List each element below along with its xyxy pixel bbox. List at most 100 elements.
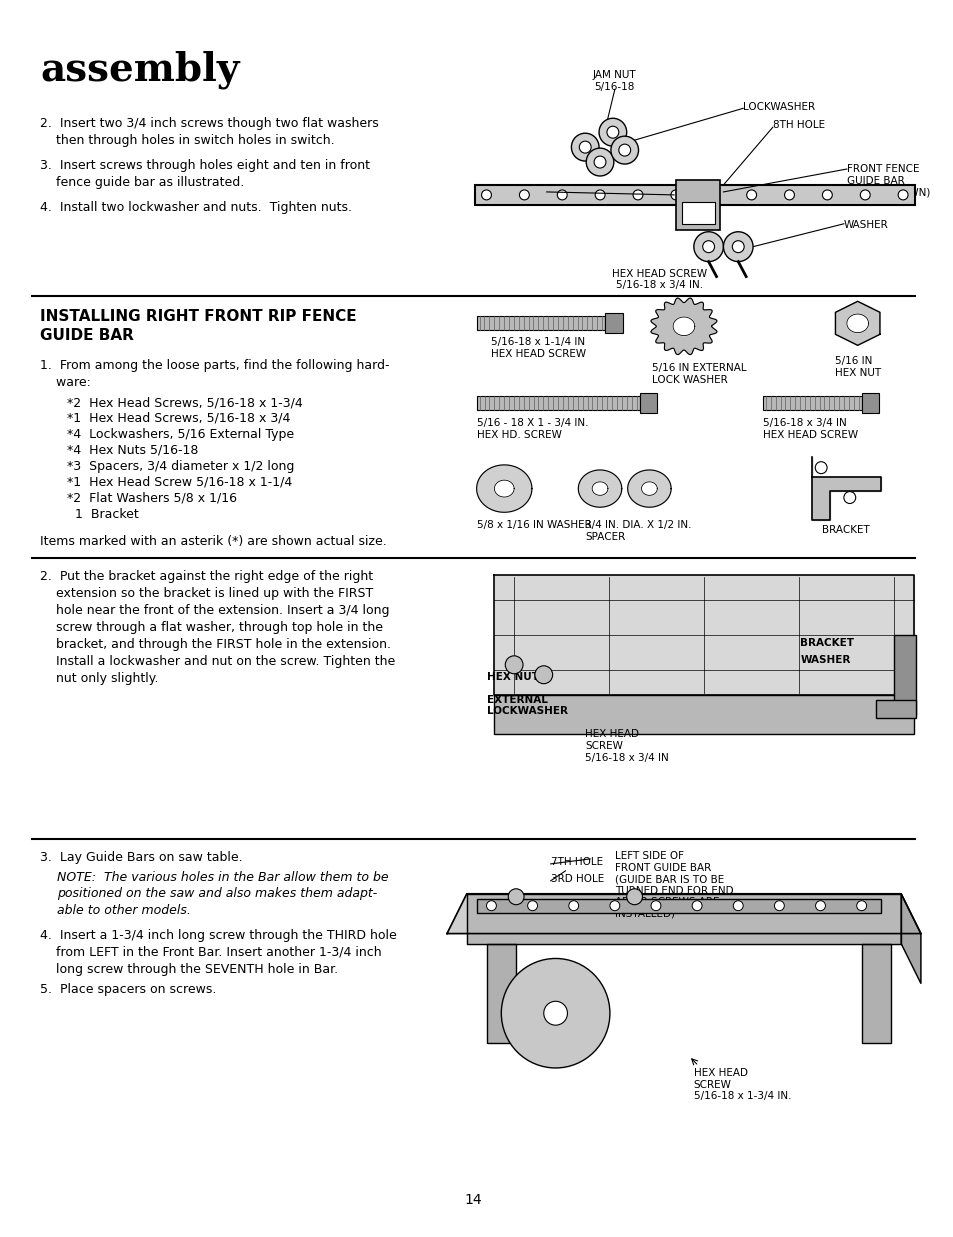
FancyBboxPatch shape xyxy=(639,393,657,413)
Circle shape xyxy=(543,1001,567,1025)
Circle shape xyxy=(610,136,638,165)
Circle shape xyxy=(626,888,641,904)
Text: BRACKET: BRACKET xyxy=(800,638,854,648)
Polygon shape xyxy=(578,470,621,507)
Text: INSTALLING RIGHT FRONT RIP FENCE
GUIDE BAR: INSTALLING RIGHT FRONT RIP FENCE GUIDE B… xyxy=(40,309,356,343)
Circle shape xyxy=(821,190,831,200)
Text: HEX HEAD
SCREW
5/16-18 x 1-3/4 IN.: HEX HEAD SCREW 5/16-18 x 1-3/4 IN. xyxy=(693,1068,790,1101)
FancyBboxPatch shape xyxy=(681,202,714,224)
Polygon shape xyxy=(494,480,514,497)
Circle shape xyxy=(860,190,869,200)
FancyBboxPatch shape xyxy=(494,695,913,735)
Text: 5/8 x 1/16 IN WASHER: 5/8 x 1/16 IN WASHER xyxy=(476,521,591,531)
Circle shape xyxy=(722,231,752,261)
Circle shape xyxy=(650,901,660,910)
Circle shape xyxy=(670,190,680,200)
Circle shape xyxy=(571,134,598,161)
Text: 1  Bracket: 1 Bracket xyxy=(67,507,138,521)
Circle shape xyxy=(508,888,523,904)
Circle shape xyxy=(585,148,613,176)
Circle shape xyxy=(598,119,626,146)
Circle shape xyxy=(527,901,537,910)
Text: *1  Hex Head Screws, 5/16-18 x 3/4: *1 Hex Head Screws, 5/16-18 x 3/4 xyxy=(67,412,290,426)
Circle shape xyxy=(606,126,618,139)
Text: 5/16 IN EXTERNAL
LOCK WASHER: 5/16 IN EXTERNAL LOCK WASHER xyxy=(652,364,746,385)
Text: 3/4 IN. DIA. X 1/2 IN.
SPACER: 3/4 IN. DIA. X 1/2 IN. SPACER xyxy=(584,521,691,542)
Text: 4.  Insert a 1-3/4 inch long screw through the THIRD hole
    from LEFT in the F: 4. Insert a 1-3/4 inch long screw throug… xyxy=(40,929,396,976)
Text: *4  Hex Nuts 5/16-18: *4 Hex Nuts 5/16-18 xyxy=(67,444,198,456)
Circle shape xyxy=(500,959,609,1068)
FancyBboxPatch shape xyxy=(893,635,915,715)
Text: 1.  From among the loose parts, find the following hard-
    ware:: 1. From among the loose parts, find the … xyxy=(40,359,390,390)
FancyBboxPatch shape xyxy=(475,186,914,205)
Text: 3RD HOLE: 3RD HOLE xyxy=(550,873,603,884)
Text: LEFT SIDE OF
FRONT GUIDE BAR
(GUIDE BAR IS TO BE
TURNED END FOR END
AFTER SCREWS: LEFT SIDE OF FRONT GUIDE BAR (GUIDE BAR … xyxy=(614,851,733,919)
Circle shape xyxy=(708,190,718,200)
FancyBboxPatch shape xyxy=(876,700,915,717)
Polygon shape xyxy=(846,314,867,333)
FancyBboxPatch shape xyxy=(676,179,720,230)
Text: *1  Hex Head Screw 5/16-18 x 1-1/4: *1 Hex Head Screw 5/16-18 x 1-1/4 xyxy=(67,476,292,489)
Polygon shape xyxy=(901,894,920,983)
Text: Items marked with an asterik (*) are shown actual size.: Items marked with an asterik (*) are sho… xyxy=(40,536,387,548)
Circle shape xyxy=(609,901,619,910)
Text: 5.  Place spacers on screws.: 5. Place spacers on screws. xyxy=(40,983,216,996)
Polygon shape xyxy=(494,575,913,695)
Circle shape xyxy=(557,190,567,200)
FancyBboxPatch shape xyxy=(486,944,516,1043)
Polygon shape xyxy=(640,482,657,495)
Text: 3.  Lay Guide Bars on saw table.: 3. Lay Guide Bars on saw table. xyxy=(40,851,243,863)
FancyBboxPatch shape xyxy=(861,393,879,413)
Text: 5/16 IN
HEX NUT: 5/16 IN HEX NUT xyxy=(834,356,881,377)
Text: 10TH HOLE: 10TH HOLE xyxy=(487,187,545,197)
Text: JAM NUT
5/16-18: JAM NUT 5/16-18 xyxy=(593,71,636,92)
Circle shape xyxy=(535,666,552,684)
Text: 8TH HOLE: 8TH HOLE xyxy=(772,120,824,130)
Circle shape xyxy=(633,190,642,200)
Circle shape xyxy=(618,145,630,156)
FancyBboxPatch shape xyxy=(604,313,622,333)
Circle shape xyxy=(783,190,794,200)
Polygon shape xyxy=(835,302,879,345)
Text: FRONT FENCE
GUIDE BAR
(UPSIDE DOWN): FRONT FENCE GUIDE BAR (UPSIDE DOWN) xyxy=(846,165,929,197)
Circle shape xyxy=(733,901,742,910)
Circle shape xyxy=(578,141,591,153)
Circle shape xyxy=(774,901,783,910)
Text: HEX HEAD
SCREW
5/16-18 x 3/4 IN: HEX HEAD SCREW 5/16-18 x 3/4 IN xyxy=(584,730,668,763)
Text: 5/16-18 x 1-1/4 IN
HEX HEAD SCREW: 5/16-18 x 1-1/4 IN HEX HEAD SCREW xyxy=(491,338,586,359)
Text: WASHER: WASHER xyxy=(843,220,887,230)
Polygon shape xyxy=(811,456,881,521)
Polygon shape xyxy=(476,465,532,512)
Circle shape xyxy=(815,901,824,910)
Polygon shape xyxy=(447,894,920,934)
Text: 2.  Insert two 3/4 inch screws though two flat washers
    then through holes in: 2. Insert two 3/4 inch screws though two… xyxy=(40,118,378,147)
Text: LOCKWASHER: LOCKWASHER xyxy=(742,103,815,113)
FancyBboxPatch shape xyxy=(476,899,881,913)
FancyBboxPatch shape xyxy=(476,396,639,409)
Polygon shape xyxy=(673,317,694,335)
Circle shape xyxy=(568,901,578,910)
Circle shape xyxy=(481,190,491,200)
Circle shape xyxy=(702,241,714,252)
FancyBboxPatch shape xyxy=(861,944,890,1043)
Text: 5/16-18 x 3/4 IN
HEX HEAD SCREW: 5/16-18 x 3/4 IN HEX HEAD SCREW xyxy=(762,418,857,439)
Circle shape xyxy=(692,901,701,910)
Text: *4  Lockwashers, 5/16 External Type: *4 Lockwashers, 5/16 External Type xyxy=(67,428,294,440)
Text: 4.  Install two lockwasher and nuts.  Tighten nuts.: 4. Install two lockwasher and nuts. Tigh… xyxy=(40,200,352,214)
Text: *3  Spacers, 3/4 diameter x 1/2 long: *3 Spacers, 3/4 diameter x 1/2 long xyxy=(67,460,294,473)
Text: WASHER: WASHER xyxy=(800,654,850,664)
Polygon shape xyxy=(466,894,901,944)
Circle shape xyxy=(486,901,496,910)
Circle shape xyxy=(594,156,605,168)
Text: BRACKET: BRACKET xyxy=(821,526,869,536)
Text: 3.  Insert screws through holes eight and ten in front
    fence guide bar as il: 3. Insert screws through holes eight and… xyxy=(40,160,370,189)
Text: *2  Hex Head Screws, 5/16-18 x 1-3/4: *2 Hex Head Screws, 5/16-18 x 1-3/4 xyxy=(67,396,302,409)
Text: HEX HEAD SCREW
5/16-18 x 3/4 IN.: HEX HEAD SCREW 5/16-18 x 3/4 IN. xyxy=(611,268,706,291)
Circle shape xyxy=(595,190,604,200)
Circle shape xyxy=(746,190,756,200)
FancyBboxPatch shape xyxy=(762,396,861,409)
Circle shape xyxy=(815,461,826,474)
Polygon shape xyxy=(592,482,607,495)
Text: 14: 14 xyxy=(464,1194,482,1207)
Text: assembly: assembly xyxy=(40,51,239,89)
